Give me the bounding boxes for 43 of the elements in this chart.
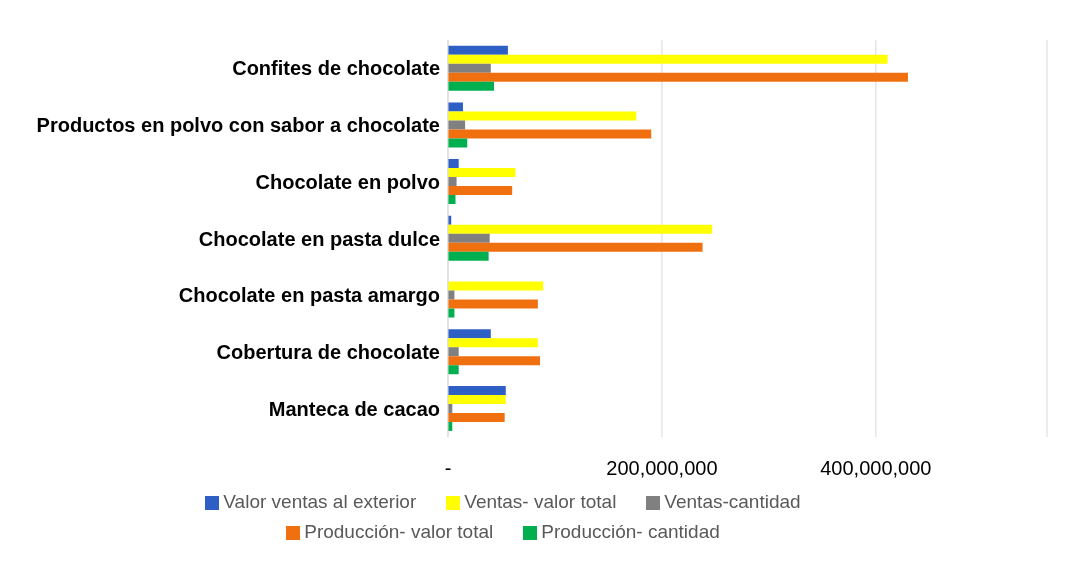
legend-label: Producción- valor total bbox=[304, 521, 494, 542]
bar bbox=[448, 138, 468, 148]
bar bbox=[448, 251, 489, 261]
bar bbox=[448, 168, 516, 178]
bar bbox=[448, 72, 908, 82]
y-tick-label: Confites de chocolate bbox=[232, 57, 440, 80]
bar bbox=[448, 102, 463, 112]
bar bbox=[448, 233, 490, 243]
bar bbox=[448, 186, 513, 196]
bar bbox=[448, 347, 459, 357]
bar bbox=[448, 120, 466, 130]
legend-label: Valor ventas al exterior bbox=[223, 491, 417, 512]
y-tick-label: Chocolate en pasta dulce bbox=[198, 227, 440, 250]
bar bbox=[448, 242, 703, 252]
bar bbox=[448, 159, 459, 169]
y-tick-label: Chocolate en polvo bbox=[255, 170, 440, 193]
x-tick-label: 400,000,000 bbox=[820, 457, 932, 480]
legend-label: Ventas-cantidad bbox=[664, 491, 801, 512]
bar bbox=[448, 281, 544, 291]
bar bbox=[448, 111, 637, 121]
bar bbox=[448, 299, 538, 309]
bar bbox=[448, 365, 459, 375]
legend-label: Ventas- valor total bbox=[464, 491, 617, 512]
y-tick-label: Manteca de cacao bbox=[268, 397, 440, 420]
bar bbox=[448, 412, 505, 422]
bar bbox=[448, 129, 652, 139]
bar bbox=[448, 224, 713, 234]
y-tick-label: Productos en polvo con sabor a chocolate bbox=[36, 114, 440, 137]
x-tick-label: - bbox=[444, 457, 452, 480]
bar bbox=[448, 81, 494, 91]
bar bbox=[448, 338, 538, 348]
legend-label: Producción- cantidad bbox=[541, 521, 720, 542]
bar bbox=[448, 45, 508, 55]
bar bbox=[448, 54, 888, 64]
bar bbox=[448, 356, 540, 366]
y-tick-label: Chocolate en pasta amargo bbox=[178, 284, 440, 307]
bar bbox=[448, 63, 491, 73]
bar bbox=[448, 385, 506, 395]
bar bbox=[448, 177, 457, 187]
y-tick-label: Cobertura de chocolate bbox=[216, 341, 440, 364]
bar bbox=[448, 329, 491, 339]
bar bbox=[448, 394, 506, 404]
x-tick-label: 200,000,000 bbox=[606, 457, 718, 480]
